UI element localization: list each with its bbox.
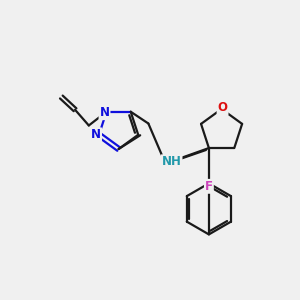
Text: O: O bbox=[218, 101, 228, 115]
Text: F: F bbox=[205, 180, 213, 193]
Text: NH: NH bbox=[162, 155, 182, 168]
Text: N: N bbox=[100, 106, 110, 119]
Text: N: N bbox=[91, 128, 101, 141]
